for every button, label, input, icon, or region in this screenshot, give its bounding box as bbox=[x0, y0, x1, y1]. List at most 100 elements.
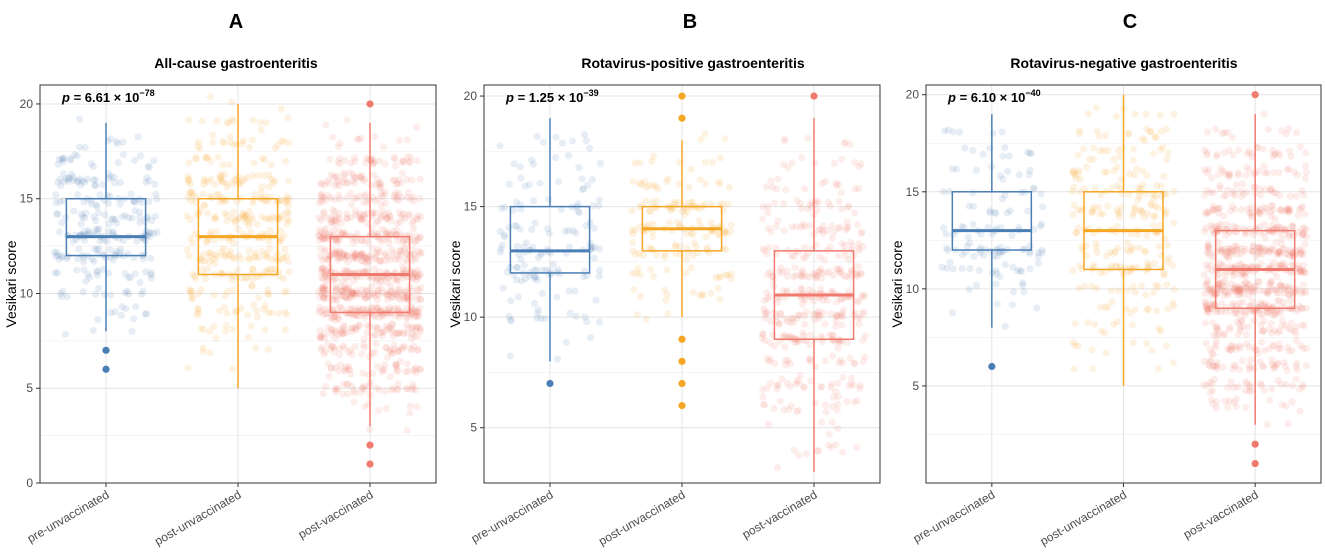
data-point bbox=[145, 198, 153, 206]
data-point bbox=[389, 289, 397, 297]
data-point bbox=[1248, 153, 1256, 161]
data-point bbox=[720, 229, 729, 237]
data-point bbox=[411, 327, 419, 335]
data-point bbox=[222, 321, 230, 330]
data-point bbox=[1200, 191, 1208, 200]
data-point bbox=[60, 177, 68, 185]
data-point bbox=[1267, 208, 1275, 216]
data-point bbox=[340, 228, 348, 236]
data-point bbox=[212, 250, 220, 259]
data-point bbox=[1275, 345, 1283, 353]
data-point bbox=[505, 313, 513, 321]
data-point bbox=[210, 322, 218, 331]
data-point bbox=[345, 294, 353, 302]
data-point bbox=[357, 237, 365, 245]
data-point bbox=[837, 295, 845, 304]
data-point bbox=[319, 287, 327, 295]
data-point bbox=[1001, 322, 1009, 330]
data-point bbox=[848, 242, 856, 250]
data-point bbox=[1001, 144, 1009, 152]
data-point bbox=[396, 218, 404, 226]
data-point bbox=[401, 244, 409, 252]
data-point bbox=[402, 256, 410, 264]
data-point bbox=[369, 312, 377, 320]
data-point bbox=[381, 199, 389, 207]
data-point bbox=[1261, 169, 1269, 177]
data-point bbox=[109, 215, 117, 223]
data-point bbox=[377, 329, 385, 337]
y-tick-label: 20 bbox=[464, 89, 478, 103]
data-point bbox=[786, 360, 794, 368]
data-point bbox=[1203, 151, 1211, 159]
data-point bbox=[384, 309, 392, 317]
data-point bbox=[565, 243, 574, 251]
data-point bbox=[1169, 261, 1177, 269]
data-point bbox=[349, 277, 357, 285]
data-point bbox=[801, 312, 809, 320]
data-point bbox=[1220, 330, 1228, 338]
data-point bbox=[54, 210, 62, 218]
data-point bbox=[774, 217, 782, 225]
data-point bbox=[81, 214, 89, 222]
data-point bbox=[1266, 187, 1274, 195]
data-point bbox=[590, 254, 598, 262]
data-point bbox=[1268, 385, 1276, 393]
data-point bbox=[575, 164, 583, 172]
data-point bbox=[377, 179, 385, 187]
data-point bbox=[1075, 284, 1083, 292]
data-point bbox=[536, 179, 544, 187]
data-point bbox=[397, 309, 405, 317]
data-point bbox=[57, 181, 65, 190]
data-point bbox=[394, 329, 402, 337]
data-point bbox=[1257, 379, 1265, 387]
data-point bbox=[1170, 302, 1178, 310]
data-point bbox=[1301, 162, 1309, 170]
data-point bbox=[381, 249, 389, 257]
data-point bbox=[382, 230, 390, 238]
data-point bbox=[409, 366, 417, 375]
data-point bbox=[135, 195, 143, 204]
data-point bbox=[262, 215, 270, 223]
p-value-label: p = 6.61 × 10−78 bbox=[61, 88, 155, 105]
data-point bbox=[52, 252, 60, 260]
data-point bbox=[766, 317, 775, 326]
data-point bbox=[394, 347, 402, 355]
data-point bbox=[636, 159, 644, 167]
data-point bbox=[250, 159, 258, 167]
data-point bbox=[1246, 364, 1254, 372]
data-point bbox=[216, 198, 224, 206]
data-point bbox=[821, 177, 830, 185]
data-point bbox=[554, 266, 562, 274]
data-point bbox=[409, 246, 417, 254]
data-point bbox=[1260, 386, 1268, 394]
data-point bbox=[331, 274, 339, 282]
data-point bbox=[966, 265, 974, 273]
data-point bbox=[146, 229, 154, 237]
data-point bbox=[407, 334, 416, 342]
data-point bbox=[568, 137, 577, 145]
data-point bbox=[811, 159, 819, 167]
data-point bbox=[381, 361, 389, 369]
data-point bbox=[801, 185, 809, 193]
data-point bbox=[782, 186, 790, 194]
data-point bbox=[1281, 245, 1289, 253]
data-point bbox=[1221, 149, 1229, 157]
data-point bbox=[53, 210, 61, 218]
data-point bbox=[1219, 246, 1227, 254]
data-point bbox=[1099, 210, 1107, 218]
data-point bbox=[778, 268, 787, 276]
data-point bbox=[1240, 247, 1248, 255]
data-point bbox=[701, 158, 710, 166]
data-point bbox=[650, 152, 658, 160]
data-point bbox=[552, 133, 560, 141]
data-point bbox=[404, 193, 412, 202]
data-point bbox=[405, 159, 413, 167]
data-point bbox=[1211, 301, 1219, 309]
data-point bbox=[1160, 271, 1168, 279]
data-point bbox=[1227, 307, 1235, 315]
data-point bbox=[835, 224, 843, 233]
data-point bbox=[368, 289, 376, 297]
data-point bbox=[92, 225, 100, 233]
data-point bbox=[1260, 162, 1268, 170]
data-point bbox=[648, 157, 656, 165]
